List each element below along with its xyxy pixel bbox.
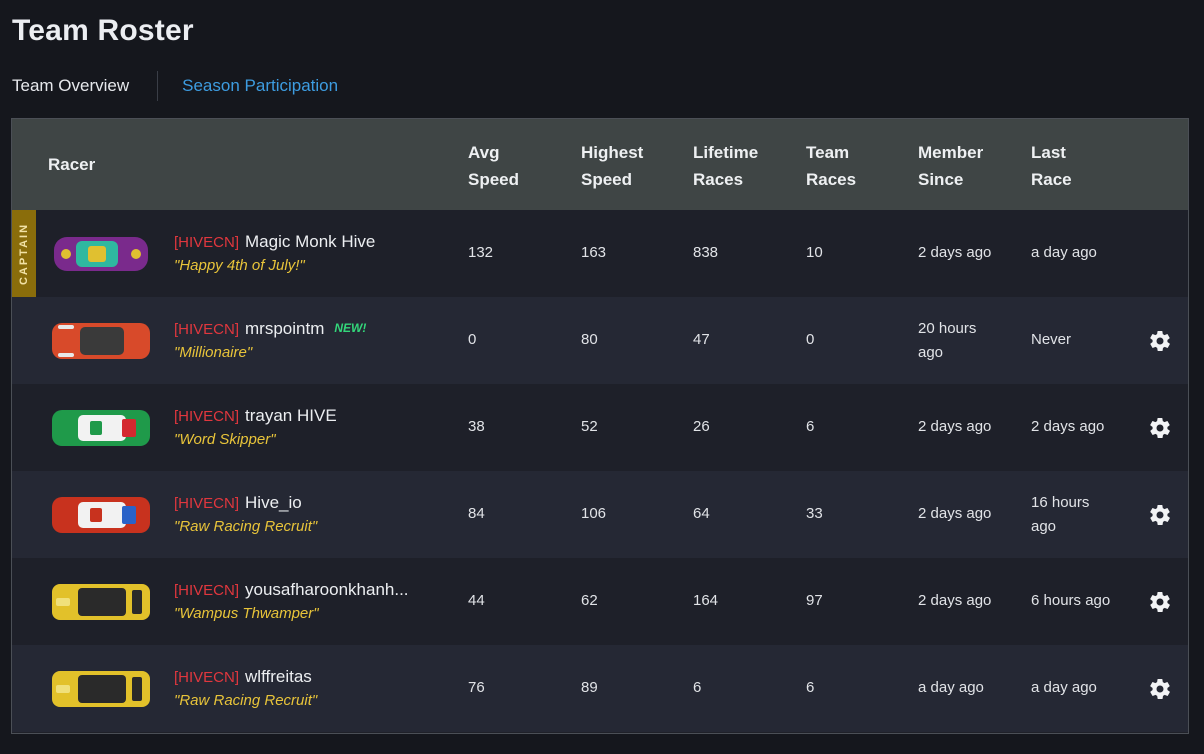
team-races-cell: 0 [806,331,815,348]
racer-car-icon [52,497,150,533]
avg-speed-cell: 76 [468,679,485,696]
column-header-member-since[interactable]: Member Since [918,143,984,189]
column-header-team-races[interactable]: Team Races [806,143,857,189]
lifetime-races-cell: 64 [693,505,710,522]
table-row[interactable]: CAPTAIN [HIVECN] Magic Monk Hive "Happy 4… [12,210,1188,297]
member-since-cell: 20 hours ago [918,320,977,361]
table-row[interactable]: [HIVECN] yousafharoonkhanh... "Wampus Thw… [12,558,1188,645]
gear-icon[interactable] [1148,590,1172,614]
tab-divider [157,71,159,101]
avg-speed-cell: 0 [468,331,477,348]
racer-username[interactable]: Magic Monk Hive [245,232,376,251]
last-race-cell: a day ago [1031,679,1097,696]
column-header-avg-speed[interactable]: Avg Speed [468,143,520,189]
table-row[interactable]: [HIVECN] trayan HIVE "Word Skipper" 38 52… [12,384,1188,471]
avg-speed-cell: 44 [468,592,485,609]
column-header-racer[interactable]: Racer [48,155,96,174]
team-tag[interactable]: [HIVECN] [174,408,240,425]
member-since-cell: 2 days ago [918,505,992,522]
table-header: Racer Avg Speed Highest Speed Lifetime Race… [12,119,1188,210]
team-races-cell: 33 [806,505,823,522]
last-race-cell: Never [1031,331,1072,348]
gear-icon[interactable] [1148,416,1172,440]
lifetime-races-cell: 164 [693,592,719,609]
last-race-cell: a day ago [1031,244,1097,261]
roster-table: Racer Avg Speed Highest Speed Lifetime Race… [11,118,1189,734]
racer-car-icon [54,237,148,271]
highest-speed-cell: 52 [581,418,598,435]
gear-icon[interactable] [1148,677,1172,701]
racer-name-line: [HIVECN] mrspointm NEW! [174,319,366,339]
racer-username[interactable]: yousafharoonkhanh... [245,580,409,599]
racer-title: "Wampus Thwamper" [174,605,319,622]
last-race-cell: 2 days ago [1031,418,1105,435]
team-tag[interactable]: [HIVECN] [174,234,240,251]
avg-speed-cell: 84 [468,505,485,522]
member-since-cell: 2 days ago [918,592,992,609]
gear-icon[interactable] [1148,503,1172,527]
highest-speed-cell: 163 [581,244,607,261]
team-races-cell: 6 [806,679,815,696]
racer-car-icon [52,323,150,359]
member-since-cell: 2 days ago [918,418,992,435]
tab-team-overview[interactable]: Team Overview [12,76,130,95]
last-race-cell: 16 hours ago [1031,494,1090,535]
table-row[interactable]: [HIVECN] wlffreitas "Raw Racing Recruit" … [12,645,1188,732]
racer-username[interactable]: Hive_io [245,493,302,512]
racer-title: "Raw Racing Recruit" [174,518,318,535]
racer-name-line: [HIVECN] wlffreitas [174,667,312,687]
team-tag[interactable]: [HIVECN] [174,321,240,338]
avg-speed-cell: 132 [468,244,494,261]
member-since-cell: 2 days ago [918,244,992,261]
member-since-cell: a day ago [918,679,984,696]
racer-car-icon [52,410,150,446]
racer-username[interactable]: wlffreitas [245,667,312,686]
column-header-lifetime-races[interactable]: Lifetime Races [693,143,759,189]
table-row[interactable]: [HIVECN] mrspointm NEW! "Millionaire" 0 80… [12,297,1188,384]
team-tag[interactable]: [HIVECN] [174,582,240,599]
page-title: Team Roster [12,14,194,47]
racer-username[interactable]: mrspointm [245,319,325,338]
racer-name-line: [HIVECN] Hive_io [174,493,302,513]
racer-car-icon [52,584,150,620]
highest-speed-cell: 62 [581,592,598,609]
racer-name-line: [HIVECN] Magic Monk Hive [174,232,375,252]
lifetime-races-cell: 47 [693,331,710,348]
racer-car-icon [52,671,150,707]
tab-bar: Team Overview Season Participation [12,70,338,102]
racer-name-line: [HIVECN] trayan HIVE [174,406,337,426]
racer-title: "Word Skipper" [174,431,276,448]
lifetime-races-cell: 26 [693,418,710,435]
column-header-last-race[interactable]: Last Race [1031,143,1072,189]
highest-speed-cell: 89 [581,679,598,696]
column-header-highest-speed[interactable]: Highest Speed [581,143,644,189]
tab-season-participation[interactable]: Season Participation [182,76,339,95]
highest-speed-cell: 106 [581,505,607,522]
team-races-cell: 97 [806,592,823,609]
new-member-badge: NEW! [334,321,367,335]
team-races-cell: 10 [806,244,823,261]
racer-title: "Happy 4th of July!" [174,257,305,274]
lifetime-races-cell: 6 [693,679,702,696]
racer-title: "Millionaire" [174,344,253,361]
last-race-cell: 6 hours ago [1031,592,1111,609]
team-tag[interactable]: [HIVECN] [174,669,240,686]
team-tag[interactable]: [HIVECN] [174,495,240,512]
highest-speed-cell: 80 [581,331,598,348]
racer-title: "Raw Racing Recruit" [174,692,318,709]
avg-speed-cell: 38 [468,418,485,435]
captain-badge: CAPTAIN [12,210,36,297]
racer-name-line: [HIVECN] yousafharoonkhanh... [174,580,409,600]
team-races-cell: 6 [806,418,815,435]
table-row[interactable]: [HIVECN] Hive_io "Raw Racing Recruit" 84 … [12,471,1188,558]
lifetime-races-cell: 838 [693,244,719,261]
gear-icon[interactable] [1148,329,1172,353]
racer-username[interactable]: trayan HIVE [245,406,337,425]
